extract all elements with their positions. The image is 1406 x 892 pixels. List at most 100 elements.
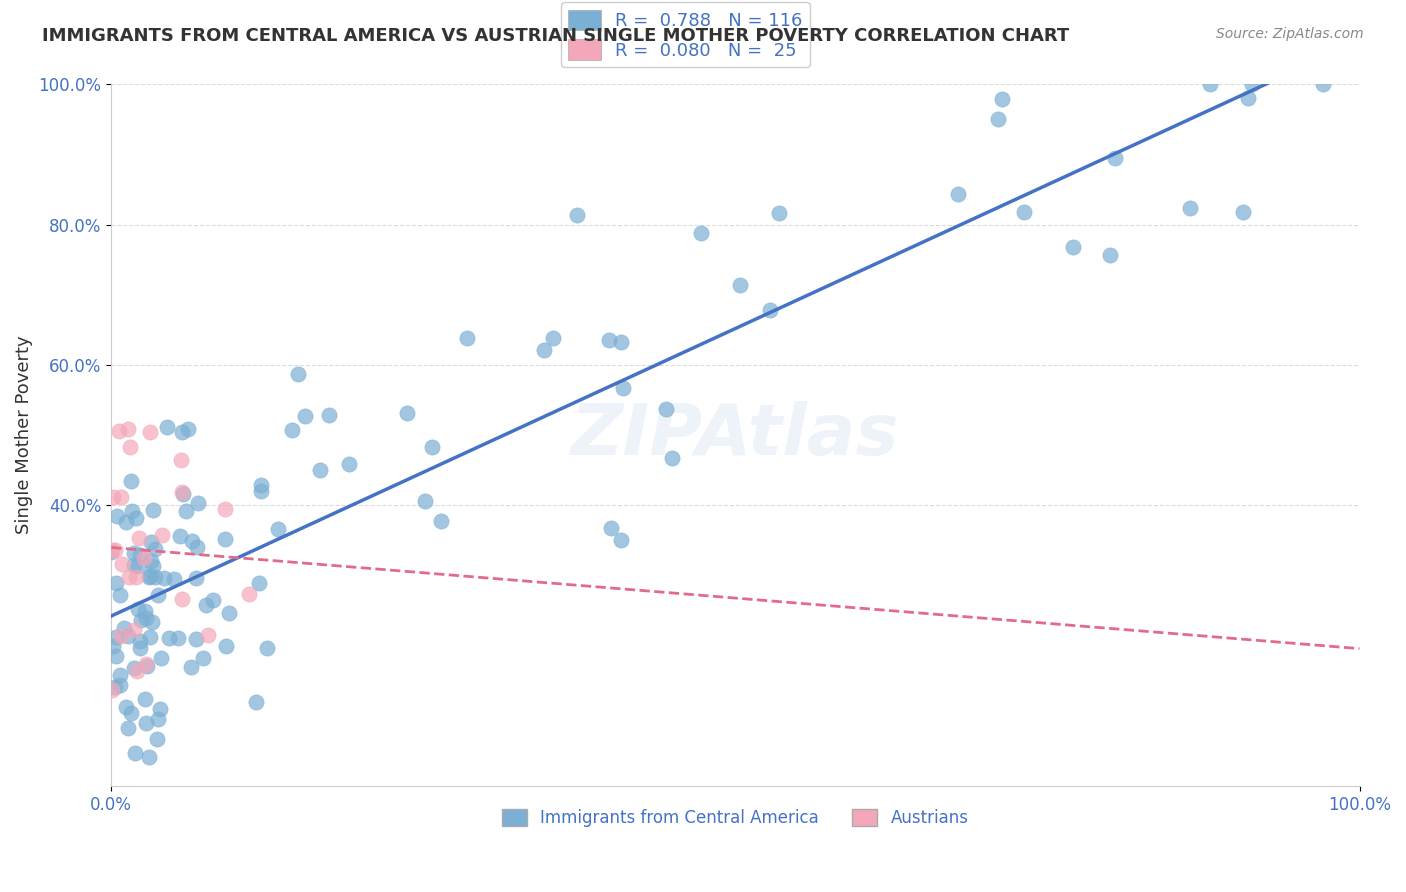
Point [309, 463, 332, 477]
Point [117, 628, 139, 642]
Point [177, 422, 200, 436]
Point [138, 425, 160, 439]
Point [101, 543, 124, 558]
Point [129, 614, 152, 628]
Text: Source: ZipAtlas.com: Source: ZipAtlas.com [1216, 27, 1364, 41]
Point [122, 623, 145, 637]
Point [987, 112, 1010, 126]
Point [422, 440, 444, 454]
Point [339, 457, 361, 471]
Point [143, 541, 166, 556]
Point [129, 548, 152, 562]
Point [948, 186, 970, 201]
Point [156, 420, 179, 434]
Point [661, 450, 683, 465]
Point [1232, 204, 1254, 219]
Point [1237, 91, 1260, 105]
Point [201, 593, 224, 607]
Point [111, 557, 134, 571]
Point [136, 659, 159, 673]
Point [167, 632, 190, 646]
Point [759, 303, 782, 318]
Legend: Immigrants from Central America, Austrians: Immigrants from Central America, Austria… [495, 802, 976, 833]
Point [142, 559, 165, 574]
Point [139, 554, 162, 568]
Point [108, 588, 131, 602]
Point [256, 640, 278, 655]
Point [1241, 78, 1264, 92]
Point [101, 490, 124, 504]
Point [107, 424, 129, 438]
Point [184, 632, 207, 647]
Point [104, 680, 127, 694]
Point [415, 493, 437, 508]
Point [1014, 204, 1036, 219]
Point [170, 453, 193, 467]
Point [430, 514, 453, 528]
Point [170, 485, 193, 500]
Point [135, 611, 157, 625]
Point [250, 484, 273, 499]
Point [250, 478, 273, 492]
Point [215, 639, 238, 653]
Point [148, 702, 170, 716]
Point [267, 522, 290, 536]
Point [172, 592, 194, 607]
Point [150, 528, 173, 542]
Point [101, 639, 124, 653]
Point [141, 615, 163, 629]
Point [134, 604, 156, 618]
Point [541, 331, 564, 345]
Point [114, 516, 136, 530]
Point [281, 423, 304, 437]
Point [533, 343, 555, 358]
Point [117, 422, 139, 436]
Point [599, 521, 621, 535]
Point [142, 503, 165, 517]
Point [115, 700, 138, 714]
Point [245, 695, 267, 709]
Point [105, 508, 128, 523]
Point [110, 629, 132, 643]
Point [318, 409, 340, 423]
Point [138, 749, 160, 764]
Point [184, 571, 207, 585]
Point [728, 277, 751, 292]
Point [101, 682, 124, 697]
Point [238, 587, 260, 601]
Point [132, 550, 155, 565]
Point [247, 576, 270, 591]
Point [991, 93, 1014, 107]
Point [125, 570, 148, 584]
Point [768, 205, 790, 219]
Point [135, 716, 157, 731]
Point [127, 602, 149, 616]
Point [180, 533, 202, 548]
Point [112, 621, 135, 635]
Point [128, 531, 150, 545]
Point [139, 568, 162, 582]
Point [1312, 78, 1334, 92]
Point [104, 543, 127, 558]
Point [120, 440, 142, 454]
Point [141, 535, 163, 549]
Point [180, 660, 202, 674]
Point [169, 529, 191, 543]
Point [218, 606, 240, 620]
Point [124, 558, 146, 572]
Point [565, 208, 588, 222]
Point [163, 572, 186, 586]
Point [214, 501, 236, 516]
Point [146, 588, 169, 602]
Point [129, 641, 152, 656]
Point [143, 569, 166, 583]
Y-axis label: Single Mother Poverty: Single Mother Poverty [15, 335, 32, 534]
Point [128, 633, 150, 648]
Point [157, 631, 180, 645]
Point [121, 504, 143, 518]
Point [146, 732, 169, 747]
Point [110, 491, 132, 505]
Point [294, 409, 316, 424]
Point [172, 425, 194, 439]
Point [1104, 151, 1126, 165]
